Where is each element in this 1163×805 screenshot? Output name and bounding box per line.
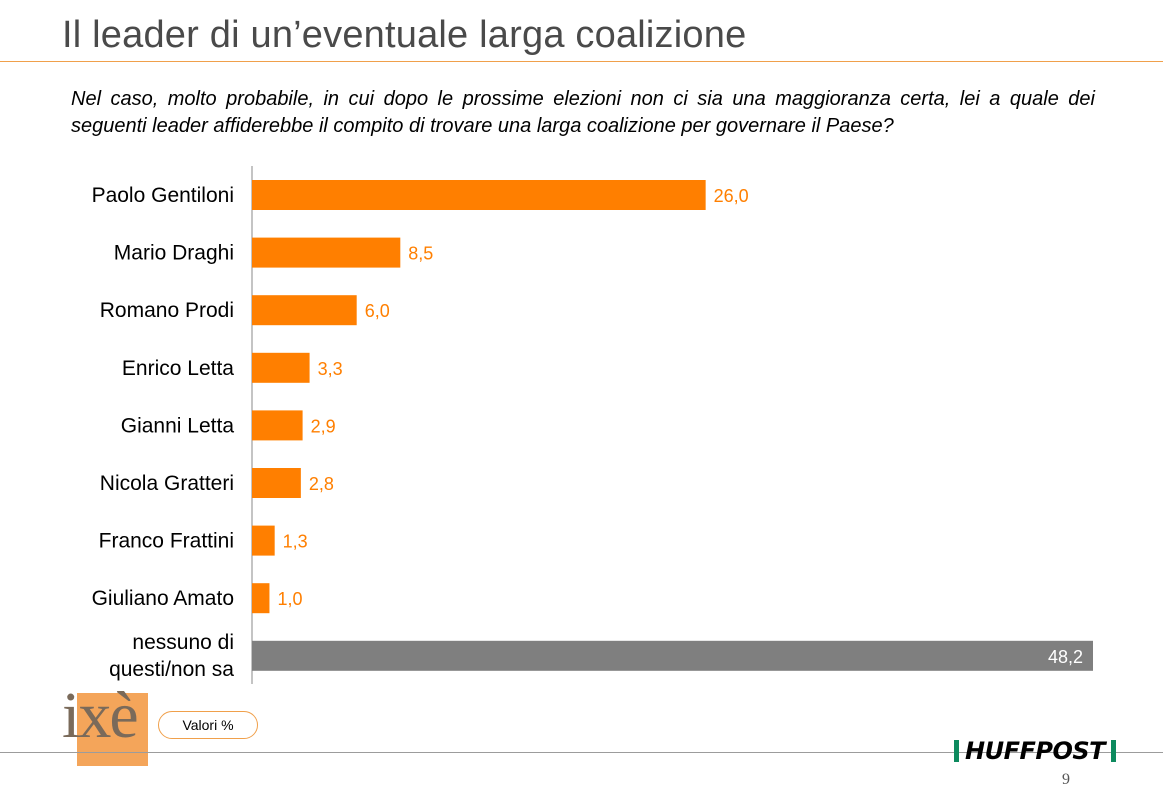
- brand-bar-right: [1111, 740, 1117, 762]
- survey-question: Nel caso, molto probabile, in cui dopo l…: [71, 88, 1095, 137]
- bar-6: [252, 468, 301, 498]
- bar-7: [252, 525, 275, 556]
- value-label: 26,0: [714, 186, 749, 206]
- category-label: Giuliano Amato: [92, 587, 234, 610]
- category-label: Enrico Letta: [122, 357, 234, 380]
- bar-8: [252, 583, 270, 614]
- value-label: 6,0: [365, 301, 390, 321]
- value-label: 2,8: [309, 474, 334, 494]
- ixe-logo: ixè: [62, 679, 148, 766]
- brand-bar-left: [954, 740, 959, 762]
- category-label: Romano Prodi: [100, 299, 234, 322]
- category-label: nessuno di questi/non sa: [109, 631, 234, 681]
- bar-5: [252, 410, 303, 441]
- category-label: Franco Frattini: [99, 530, 234, 553]
- huffpost-logo: HUFFPOST: [954, 737, 1117, 765]
- title-divider: [0, 61, 1163, 62]
- category-label: Paolo Gentiloni: [92, 184, 234, 207]
- category-label: Gianni Letta: [121, 414, 235, 437]
- page-title: Il leader di un’eventuale larga coalizio…: [62, 14, 747, 56]
- ixe-logo-text: ixè: [62, 679, 139, 752]
- bar-1: [252, 180, 706, 210]
- value-label: 48,2: [1048, 647, 1083, 667]
- value-label: 1,0: [277, 589, 302, 609]
- value-label: 2,9: [311, 416, 336, 436]
- values-percent-badge: Valori %: [158, 711, 258, 739]
- footer-divider: [0, 752, 1163, 753]
- bar-chart: Paolo Gentiloni 26,0 Mario Draghi 8,5 Romano…: [92, 166, 1093, 684]
- brand-name: HUFFPOST: [965, 737, 1106, 765]
- bar-2: [252, 237, 401, 268]
- category-label: Nicola Gratteri: [100, 472, 234, 495]
- bar-9: [252, 640, 1093, 671]
- category-label: Mario Draghi: [114, 242, 234, 265]
- page-number: 9: [1062, 771, 1070, 788]
- value-label: 3,3: [318, 359, 343, 379]
- value-label: 8,5: [408, 244, 433, 264]
- bar-4: [252, 352, 310, 383]
- bar-3: [252, 295, 357, 326]
- value-label: 1,3: [283, 532, 308, 552]
